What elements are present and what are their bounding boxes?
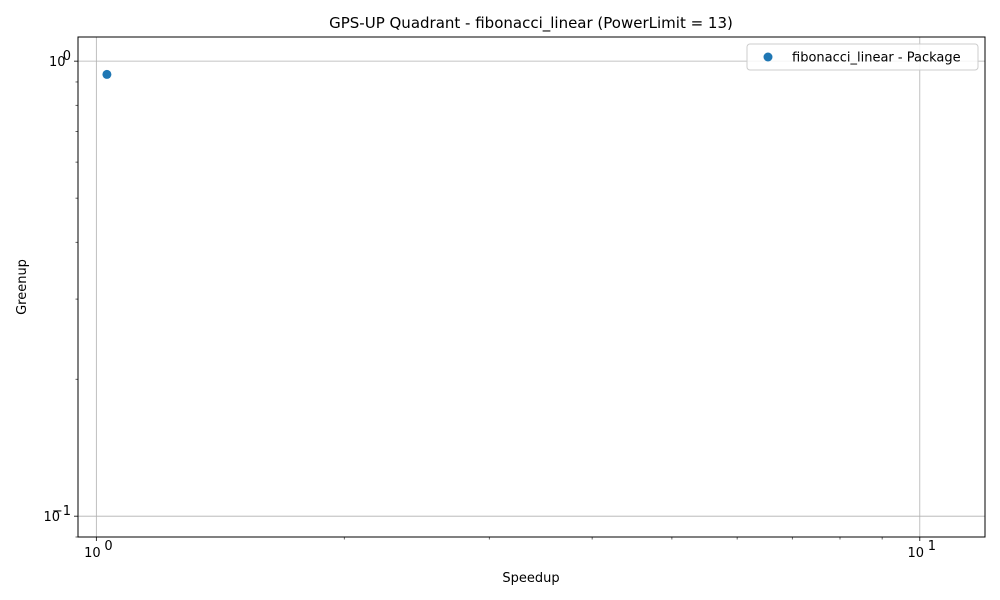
grid [78,37,985,537]
legend-box [746,43,979,71]
y-axis-label: Greenup [15,259,30,315]
legend-marker [763,52,773,62]
legend-label: fibonacci_linear - Package [792,51,961,66]
x-tick-exponent: 0 [104,539,112,554]
y-tick-exponent: −1 [52,504,71,519]
plot-frame [77,36,986,538]
y-tick-label: 10 [43,510,60,525]
x-axis-label: Speedup [502,571,559,586]
x-tick-exponent: 1 [928,539,936,554]
y-tick-label: 10 [49,55,66,70]
data-point [102,69,112,79]
y-tick-exponent: 0 [63,49,71,64]
x-tick-label: 10 [84,546,101,561]
minor-ticks [75,81,883,540]
data-points [102,69,112,79]
x-tick-label: 10 [908,546,925,561]
chart-title: GPS-UP Quadrant - fibonacci_linear (Powe… [329,14,733,33]
legend: fibonacci_linear - Package [746,43,979,71]
